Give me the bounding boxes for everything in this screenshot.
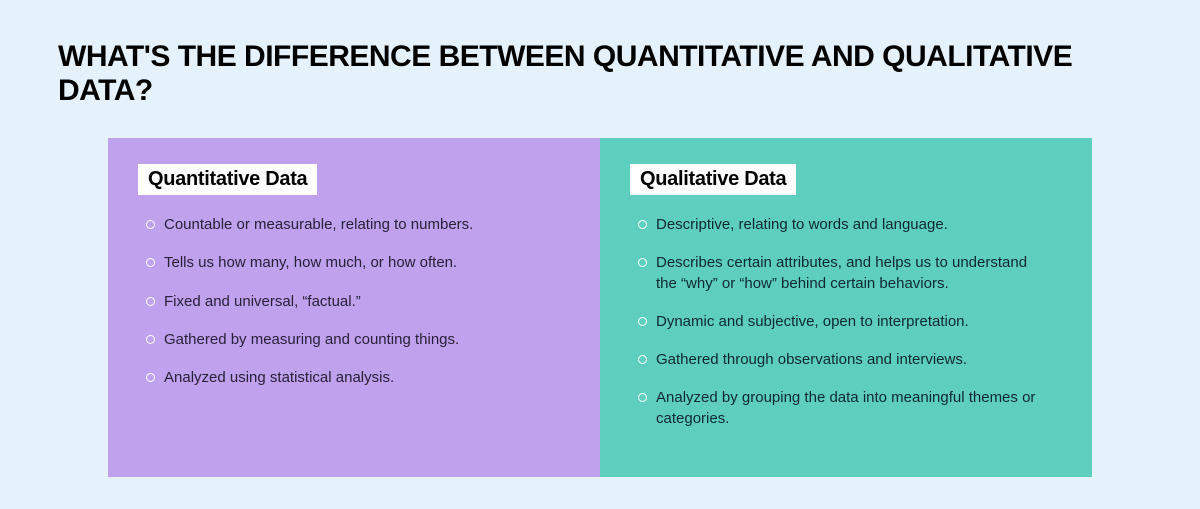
bullet-list-quantitative: Countable or measurable, relating to num…: [138, 215, 570, 388]
list-item: Gathered by measuring and counting thing…: [164, 330, 570, 350]
list-item: Analyzed using statistical analysis.: [164, 368, 570, 388]
infographic-page: WHAT'S THE DIFFERENCE BETWEEN QUANTITATI…: [0, 0, 1200, 509]
list-item: Tells us how many, how much, or how ofte…: [164, 253, 570, 273]
list-item: Gathered through observations and interv…: [656, 350, 1062, 370]
list-item: Descriptive, relating to words and langu…: [656, 215, 1062, 235]
columns-container: Quantitative Data Countable or measurabl…: [108, 138, 1092, 477]
list-item: Countable or measurable, relating to num…: [164, 215, 570, 235]
list-item: Dynamic and subjective, open to interpre…: [656, 312, 1062, 332]
column-qualitative: Qualitative Data Descriptive, relating t…: [600, 138, 1092, 477]
column-quantitative: Quantitative Data Countable or measurabl…: [108, 138, 600, 477]
column-heading-quantitative: Quantitative Data: [138, 164, 317, 195]
list-item: Analyzed by grouping the data into meani…: [656, 388, 1062, 429]
page-title: WHAT'S THE DIFFERENCE BETWEEN QUANTITATI…: [58, 40, 1150, 108]
list-item: Describes certain attributes, and helps …: [656, 253, 1062, 294]
list-item: Fixed and universal, “factual.”: [164, 292, 570, 312]
column-heading-qualitative: Qualitative Data: [630, 164, 796, 195]
bullet-list-qualitative: Descriptive, relating to words and langu…: [630, 215, 1062, 429]
